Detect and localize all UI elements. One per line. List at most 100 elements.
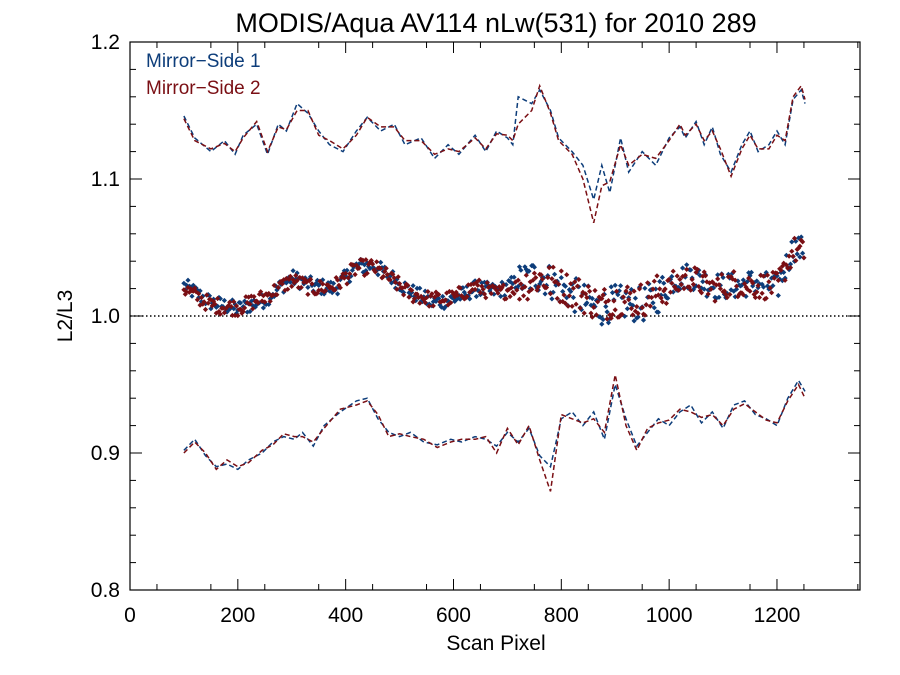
data-point [790,253,796,259]
data-point [384,272,390,278]
data-point [224,304,230,310]
data-point [337,285,343,291]
data-point [208,306,214,312]
data-point [689,276,695,283]
chart-title: MODIS/Aqua AV114 nLw(531) for 2010 289 [235,8,756,38]
data-point [771,275,777,281]
data-point [480,286,486,292]
data-point [378,259,384,265]
data-point [436,295,442,301]
data-point [596,294,602,300]
data-point [325,282,331,288]
data-point [329,285,335,291]
data-point [343,273,349,279]
data-point [708,286,714,292]
data-point [719,271,725,278]
data-point [356,265,362,271]
data-point [665,295,671,301]
data-point [329,290,335,296]
data-point [490,283,496,289]
data-point [454,292,461,298]
data-point [314,290,320,296]
data-point [611,298,617,304]
data-point [798,234,804,240]
data-point [409,287,415,293]
data-point [777,266,783,272]
data-point [318,291,324,297]
data-point [631,288,637,294]
data-point [467,296,473,302]
data-point [618,283,624,289]
data-point [487,284,493,290]
x-tick-label: 1000 [646,604,693,627]
data-point [733,286,740,292]
data-point [387,277,393,283]
data-point [290,277,296,283]
data-point [526,289,532,295]
data-point [711,285,717,291]
data-point [616,288,622,294]
data-point [669,273,675,280]
data-point [569,303,575,309]
data-point [770,269,776,275]
data-point [353,262,359,268]
data-point [461,289,467,295]
data-point [782,277,788,283]
data-point [274,292,280,298]
data-point [669,280,675,286]
data-point [801,255,807,261]
data-point [205,300,211,306]
data-point [770,283,776,289]
data-point [285,286,291,292]
data-point [574,283,581,289]
data-point [767,285,773,291]
data-point [189,293,195,299]
data-point [764,272,771,278]
data-point [538,272,544,278]
data-point [748,269,754,275]
data-point [498,293,504,299]
data-point [735,278,741,284]
legend-series-2: Mirror−Side 2 [146,78,261,99]
data-point [392,279,399,285]
legend-series-1: Mirror−Side 1 [146,51,261,72]
data-point [608,315,614,321]
data-point [225,303,231,309]
data-point [511,274,517,280]
data-point [316,287,322,293]
data-point [678,282,684,288]
data-point [731,269,737,275]
data-point [694,266,700,273]
data-point [670,268,676,274]
data-point [347,271,353,277]
data-point [740,277,746,283]
data-point [760,284,767,290]
data-point [209,303,215,309]
data-point [477,290,483,296]
data-point [585,283,591,290]
data-point [797,254,803,260]
data-point [240,309,246,315]
data-point [449,289,455,295]
data-point [204,292,210,298]
data-point [616,314,622,320]
data-point [724,294,730,301]
data-point [681,286,687,292]
data-point [789,239,795,245]
data-point [339,274,345,280]
data-point [184,282,190,288]
data-point [479,280,485,286]
y-tick-label: 1.1 [91,168,120,191]
data-point [599,321,605,327]
data-point [631,318,637,324]
data-point [553,282,559,288]
data-point [728,287,734,293]
data-point [277,280,283,286]
data-point [198,295,204,301]
data-point [375,272,381,278]
data-point [279,281,285,287]
data-point [367,259,373,265]
data-point [200,293,206,299]
data-point [372,269,378,275]
data-point [394,276,400,282]
